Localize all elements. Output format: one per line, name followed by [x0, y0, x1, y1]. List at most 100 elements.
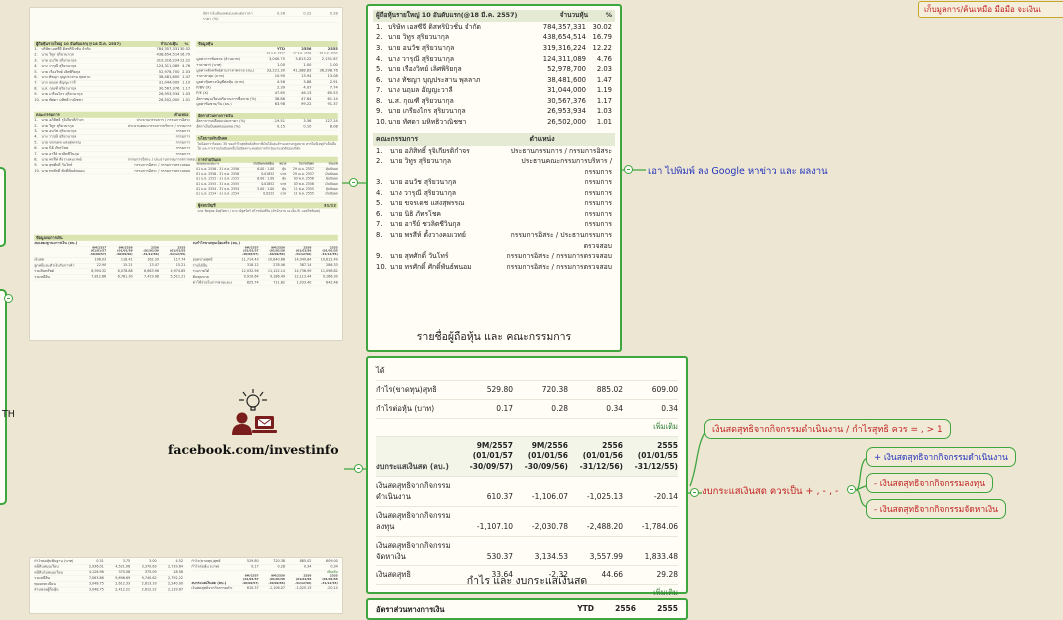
- cashflow-table-title: งบกระแสเงินสด (ลบ.): [376, 462, 449, 472]
- director-name: นาย วิทูร สุริยวนากุล: [390, 157, 452, 166]
- board-row: 5. นาย ขจรเดช แสงสุพรรณ กรรมการ: [373, 198, 615, 209]
- director-name: นาย ทรศักดิ์ ศักดิ์พันธ์พนอม: [390, 262, 472, 271]
- financial-ratios-panel-cutoff: อัตราส่วนทางการเงิน YTD 2556 2555: [366, 598, 688, 620]
- mini-dividend-row: 01 ม.ค. 2554 - 31 ธ.ค. 2554 5.00 : 1.00 หุ…: [196, 187, 338, 193]
- board-row: 7. นาย อารีย์ ชวลิตชีวินกุล กรรมการ: [373, 219, 615, 230]
- director-position: ประธานคณะกรรมการบริหาร / กรรมการ: [521, 157, 612, 176]
- shareholder-row: 8. น.ส. กุณฑี สุริยวนากุล 30,567,376 1.1…: [373, 96, 615, 107]
- shareholder-shares: 31,044,000: [547, 86, 586, 95]
- mini2-right-table: กำไร(ขาดทุน)สุทธิ 529.80 720.38 885.02 609.0…: [191, 559, 338, 593]
- shareholder-shares: 124,311,089: [542, 54, 586, 63]
- director-position: กรรมการ: [584, 220, 612, 229]
- more-link[interactable]: เพิ่มเติม: [653, 588, 678, 598]
- row-number: 4.: [376, 188, 383, 197]
- shareholder-name: นาย ทัศดา มหิทธิวาณิชชา: [388, 117, 467, 126]
- shareholder-shares: 319,316,224: [542, 43, 586, 52]
- shareholder-name: น.ส. กุณฑี สุริยวนากุล: [388, 96, 454, 105]
- row-number: 2.: [376, 33, 383, 42]
- google-search-note: เอา ไปพิมพ์ ลง Google หาข่าว และ ผลงาน: [648, 166, 828, 177]
- mini-dividend-header: การจ่ายปันผล: [196, 156, 338, 164]
- row-number: 8.: [376, 96, 383, 105]
- shareholders-board-panel: ผู้ถือหุ้นรายใหญ่ 10 อันดับแรก(@18 มี.ค.…: [366, 4, 622, 352]
- shareholder-row: 5. นาย เรืองวิทย์ เลิศพิริยกุล 52,978,70…: [373, 64, 615, 75]
- row-number: 6.: [376, 209, 383, 218]
- mini-stock-row: P/BV (X) 2.39 4.07 7.74: [196, 85, 338, 92]
- mini-shareholder-row: 6. นาง ทัชญา บุญประสาน พุลลาภ 38,481,600 1.…: [34, 75, 191, 81]
- director-position: กรรมการอิสระ / กรรมการตรวจสอบ: [506, 252, 612, 261]
- shareholder-percent: 1.17: [596, 96, 612, 105]
- cutoff-topic-box: [0, 167, 6, 247]
- shareholder-percent: 2.03: [596, 65, 612, 74]
- shareholder-row: 6. นาง ทัชญา บุญประสาน พุลลาภ 38,481,600…: [373, 75, 615, 86]
- ratio-panel-header: อัตราส่วนทางการเงิน YTD 2556 2555: [376, 604, 678, 614]
- shareholder-percent: 4.76: [596, 54, 612, 63]
- director-name: นาย ขจรเดช แสงสุพรรณ: [390, 199, 465, 208]
- board-row: 3. นาย อนวัช สุริยวนากุล กรรมการ: [373, 177, 615, 188]
- cashflow-row: เงินสดสุทธิจากกิจกรรมลงทุน -1,107.10 -2,…: [376, 507, 678, 537]
- mini2-row: หนี้สินไม่หมุนเวียน 4,126.96 375.08 375.09 1…: [34, 570, 184, 577]
- mini-stock-dates: 29 ม.ค. 2557 27 ธ.ค. 2556 28 ธ.ค. 2555: [196, 53, 338, 58]
- col-percent-label: %: [605, 11, 612, 19]
- row-number: 9.: [376, 107, 383, 116]
- mini-shareholders-header: ผู้ถือหุ้นรายใหญ่ 10 อันดับแรก(@18 มี.ค.…: [34, 40, 191, 48]
- mini-pl-row: ต้นทุนขาย 9,910.64 9,186.49 12,113.44 9,166.…: [192, 274, 338, 281]
- collapse-toggle[interactable]: [690, 488, 699, 497]
- investinfo-logo: facebook.com/investinfo: [168, 388, 339, 457]
- profit-row: กำไร(ขาดทุน)สุทธิ 529.80 720.38 885.02 6…: [376, 381, 678, 400]
- shareholder-shares: 38,481,600: [547, 75, 586, 84]
- board-row: 10. นาย ทรศักดิ์ ศักดิ์พันธ์พนอม กรรมการ…: [373, 262, 615, 273]
- lightbulb-person-laptop-icon: [232, 389, 277, 435]
- topright-note: เก็บมูลการ/ค้นเหมือ มือมือ จะเงินเ: [918, 1, 1063, 18]
- row-label: เงินสดสุทธิ: [376, 570, 411, 580]
- panel-caption: กำไร และ งบกระแสเงินสด: [466, 574, 588, 587]
- mini-stock-years: YTD 2556 2555: [196, 47, 338, 53]
- shareholders-list: 1. บริษัท เอสซีจี ดิสทริบิวชั่น จำกัด 78…: [373, 22, 615, 127]
- board-header: คณะกรรมการ ตำแหน่ง: [373, 133, 615, 146]
- mini-dividend-row: 01 ม.ค. 2555 - 31 ธ.ค. 2555 0.01852 บาท 03 …: [196, 182, 338, 188]
- profit-row: กำไรต่อหุ้น (บาท) 0.17 0.28 0.34 0.34: [376, 400, 678, 419]
- profit-cashflow-panel: ได้ กำไร(ขาดทุน)สุทธิ 529.80 720.38 885.…: [366, 356, 688, 597]
- cashflow-ratio-note: เงินสดสุทธิจากกิจกรรมดำเนินงาน / กำไรสุท…: [704, 419, 951, 439]
- mini-ratio-header: อัตราส่วนทางการเงิน: [196, 112, 338, 119]
- collapse-toggle[interactable]: [349, 178, 358, 187]
- mini-dividend-row: 01 ม.ค. 2554 - 31 ธ.ค. 2554 0.0222 บาท 11 พ…: [196, 192, 338, 198]
- financial-summary-screenshot: อัตราเงินปันผลตอบแทนต่อราคา 0.28 0.22 0.…: [30, 8, 342, 340]
- mini-bs-row: รวมหนี้สิน 7,812.86 6,781.30 7,419.98 5,511.…: [34, 274, 186, 281]
- shareholder-row: 7. นาง นฤมล อัญญะวาลี 31,044,000 1.19: [373, 85, 615, 96]
- mini-stock-row: มูลค่าหลักทรัพย์ตามราคาตลาด (ลบ.) 33,221.…: [196, 68, 338, 75]
- row-number: 1.: [376, 22, 383, 31]
- director-name: นาง วารุณี สุริยวนากุล: [390, 188, 457, 197]
- board-row: 9. นาย สุทศักดิ์ วันโทร์ กรรมการอิสระ / …: [373, 251, 615, 262]
- mini-row: อัตราเงินปันผลตอบแทนต่อราคา 0.28 0.22 0.…: [202, 11, 338, 18]
- director-position: กรรมการ: [584, 188, 612, 197]
- mini-stock-row: มูลค่าซื้อขาย/วัน (ลบ.) 63.98 99.22 91.37: [196, 102, 338, 108]
- mini-pl-row: รวมรายได้ 12,032.56 11,122.14 14,736.99 11,0…: [192, 269, 338, 275]
- shareholder-percent: 16.79: [592, 33, 612, 42]
- mini-dividend-row: 01 ม.ค. 2556 - 31 ธ.ค. 2556 6.00 : 1.00 หุ…: [196, 167, 338, 173]
- shareholder-shares: 784,357,331: [542, 22, 586, 31]
- mini2-left-table: กำไรต่อหุ้นพื้นฐาน (บาท) 0.31 3.75 3.00 4.52…: [34, 559, 184, 594]
- cashflow-row: เงินสดสุทธิ 33.64 -2.32 44.66 29.28: [376, 566, 678, 586]
- shareholder-shares: 438,654,514: [542, 33, 586, 42]
- row-label: กำไรต่อหุ้น (บาท): [376, 403, 435, 413]
- shareholder-shares: 26,953,934: [547, 107, 586, 116]
- mini-dividend-row: 01 ม.ค. 2556 - 31 ธ.ค. 2556 0.01852 บาท 29 …: [196, 172, 338, 178]
- mini2-row: กำไรต่อหุ้น (บาท) 0.17 0.28 0.34 0.34: [191, 564, 338, 571]
- mini-board-row: 4. นาง วารุณี สุริยวนากุล กรรมการ: [34, 134, 191, 141]
- minus-investing-note: - เงินสดสุทธิจากกิจกรรมลงทุน: [866, 473, 994, 493]
- collapse-toggle[interactable]: [354, 464, 363, 473]
- collapse-toggle[interactable]: [847, 485, 856, 494]
- mini2-row: เงินสดสุทธิจากกิจกรรมดำเนินงาน 610.37-1,…: [191, 586, 338, 593]
- collapse-toggle[interactable]: [4, 294, 13, 303]
- mini-shareholder-row: 1. บริษัท เอสซีจี ดิสทริบิวชั่น จำกัด 784,…: [34, 47, 191, 53]
- more-link[interactable]: เพิ่มเติม: [327, 570, 338, 575]
- mini-income-statement: งบกำไรขาดทุนเบ็ดเสร็จ (ลบ.) 9M/2557 (01/…: [192, 240, 338, 287]
- cashflow-rows: เงินสดสุทธิจากกิจกรรมดำเนินงาน 610.37 -1…: [376, 477, 678, 586]
- row-number: 1.: [376, 146, 383, 155]
- profit-rows: กำไร(ขาดทุน)สุทธิ 529.80 720.38 885.02 6…: [376, 381, 678, 419]
- mini-shareholder-row: 3. นาย อนวัช สุริยวนากุล 319,316,224 12.22: [34, 58, 191, 64]
- more-link[interactable]: เพิ่มเติม: [653, 421, 678, 431]
- director-position: ประธานกรรมการ / กรรมการอิสระ: [510, 146, 612, 155]
- shareholder-shares: 52,978,700: [547, 65, 586, 74]
- collapse-toggle[interactable]: [624, 165, 633, 174]
